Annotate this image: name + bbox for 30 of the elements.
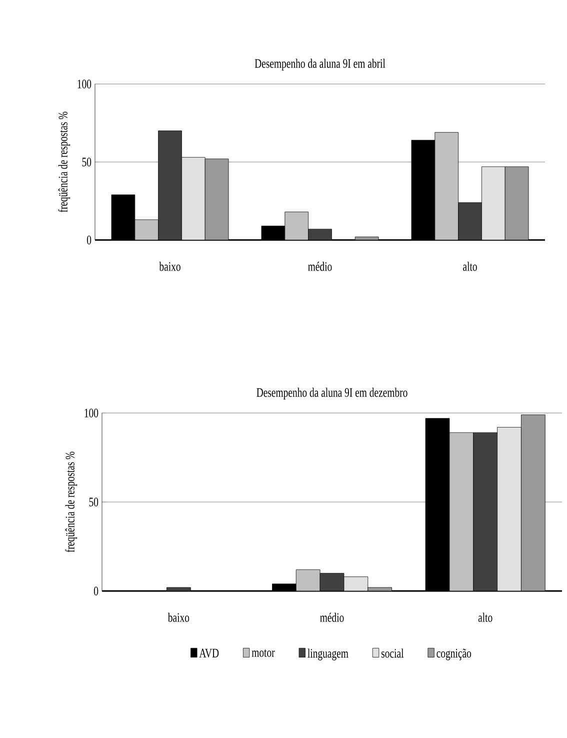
x-tick-label: médio	[308, 262, 332, 271]
bar	[504, 166, 529, 240]
bar	[497, 427, 522, 591]
y-tick-label: 0	[94, 586, 98, 596]
y-tick-label: 100	[84, 408, 98, 418]
legend-label: AVD	[199, 648, 219, 658]
bar	[449, 432, 474, 591]
legend-label: linguagem	[308, 648, 348, 660]
x-tick-label: baixo	[159, 262, 180, 271]
x-tick-label: alto	[463, 262, 477, 271]
chart-title: Desempenho da aluna 9I em abril	[254, 58, 386, 70]
bar	[344, 576, 368, 591]
legend-label: motor	[252, 649, 275, 657]
bar	[521, 414, 546, 591]
x-tick-label: alto	[478, 612, 492, 622]
bar	[320, 573, 344, 591]
x-tick-label: médio	[320, 612, 344, 622]
bar	[473, 432, 498, 591]
y-tick-label: 100	[78, 80, 92, 88]
y-tick-label: 0	[87, 236, 92, 244]
y-tick-label: 50	[82, 158, 92, 166]
legend-label: social	[381, 648, 404, 658]
legend-label: cognição	[436, 648, 472, 660]
bar	[204, 158, 229, 240]
y-axis-title: freqüência de respostas %	[65, 452, 78, 552]
chart-title: Desempenho da aluna 9I em dezembro	[256, 388, 408, 400]
x-tick-label: baixo	[168, 612, 190, 622]
bar	[296, 569, 320, 591]
y-tick-label: 50	[89, 498, 98, 506]
y-axis-title: freqüência de respostas %	[58, 112, 70, 212]
